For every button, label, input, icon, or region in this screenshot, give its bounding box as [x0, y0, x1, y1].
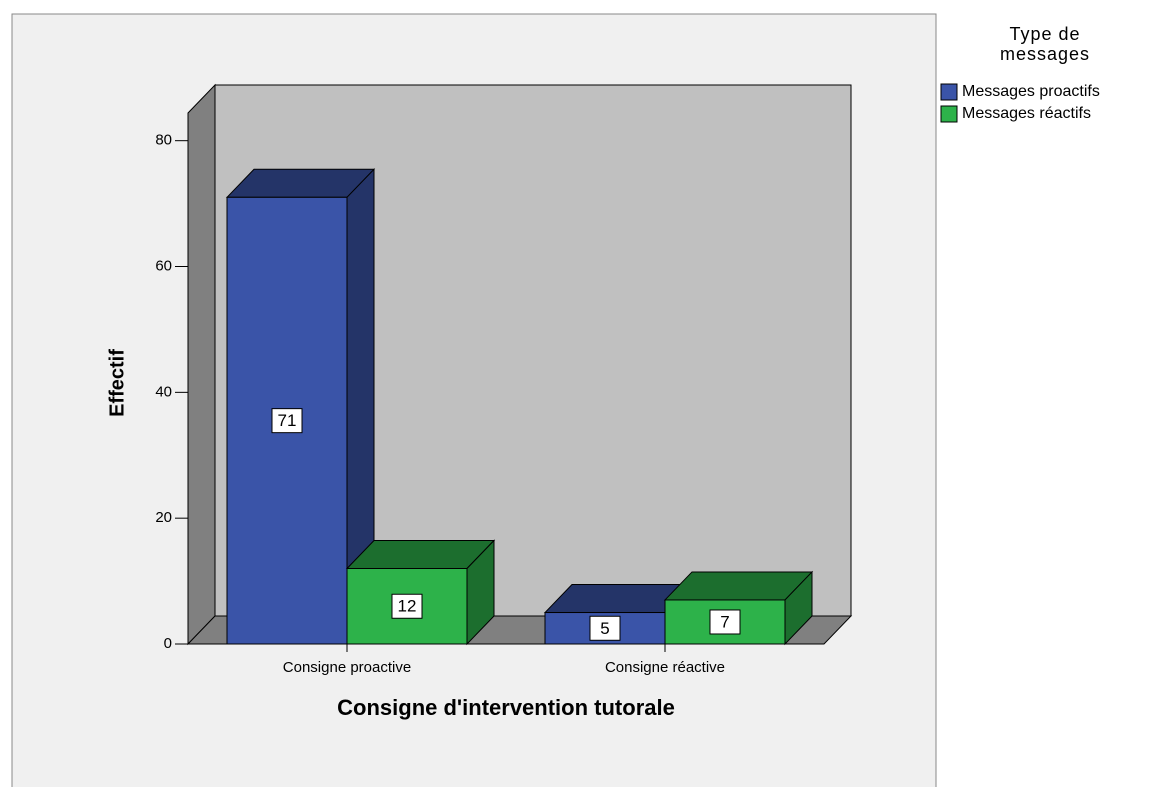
legend-swatch	[940, 83, 958, 101]
value-label-box	[271, 408, 303, 434]
value-label: 7	[720, 612, 729, 631]
legend-swatch	[940, 105, 958, 123]
x-tick-label: Consigne réactive	[605, 659, 725, 676]
legend-title: Type de messages	[999, 24, 1091, 64]
value-label-box	[391, 593, 423, 619]
y-tick-label: 0	[164, 635, 172, 652]
x-tick-label: Consigne proactive	[283, 659, 411, 676]
value-label: 12	[398, 597, 417, 616]
y-axis-title: Effectif	[106, 349, 128, 417]
legend-label: Messages proactifs	[962, 83, 1100, 100]
value-label-box	[709, 609, 741, 635]
value-label: 71	[278, 411, 297, 430]
y-tick-label: 20	[155, 509, 172, 526]
y-tick-label: 40	[155, 383, 172, 400]
left-wall	[187, 83, 216, 646]
x-axis-title: Consigne d'intervention tutorale	[337, 695, 675, 720]
y-tick-label: 60	[155, 257, 172, 274]
value-label-box	[589, 615, 621, 641]
y-tick-label: 80	[155, 132, 172, 149]
legend-label: Messages réactifs	[962, 105, 1091, 122]
value-label: 5	[600, 619, 609, 638]
